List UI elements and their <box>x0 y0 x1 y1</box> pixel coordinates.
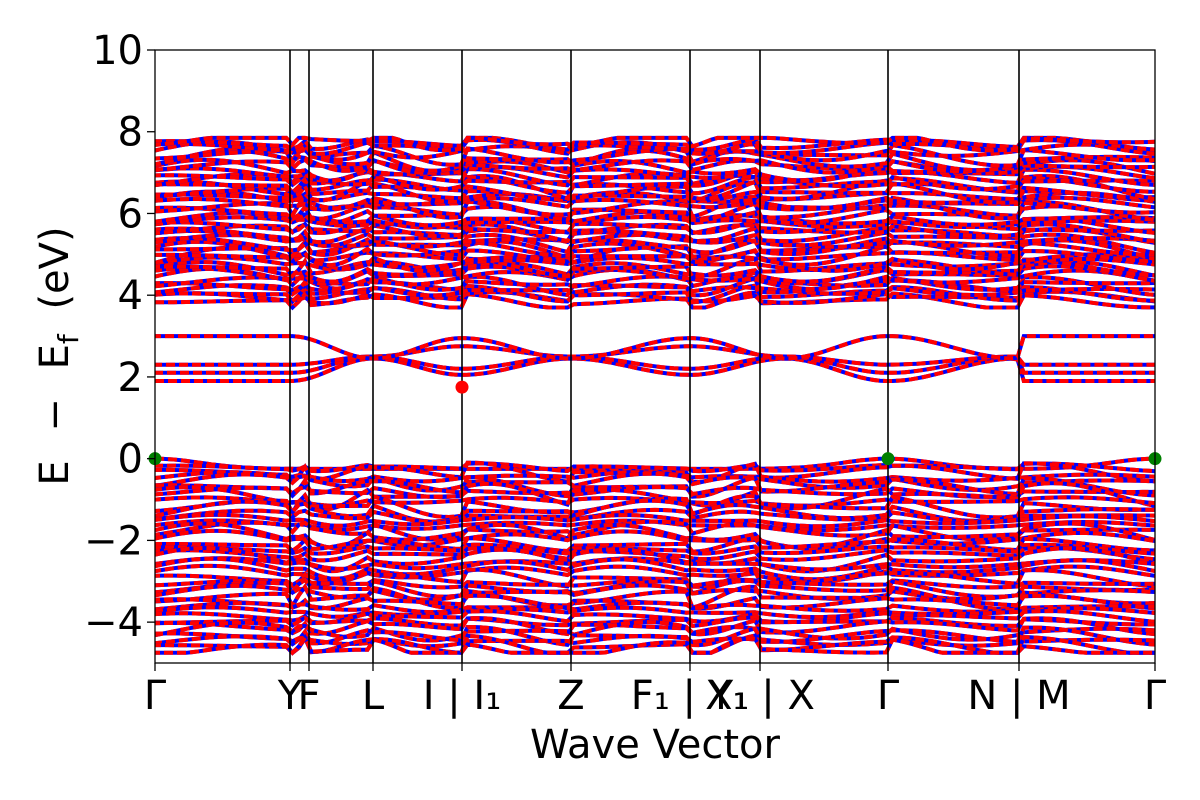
band-line-spin-up <box>155 512 1155 529</box>
band-line-spin-up <box>155 178 1155 205</box>
x-tick-label: Γ <box>144 673 167 719</box>
y-tick-label: 2 <box>118 355 143 401</box>
plot-frame <box>154 49 1156 664</box>
x-axis-label: Wave Vector <box>530 722 781 768</box>
band-line-spin-up <box>155 498 1155 524</box>
band-line-spin-up <box>155 556 1155 572</box>
band-line-spin-up <box>155 157 1155 183</box>
y-tick-label: 6 <box>118 191 143 237</box>
band-line-spin-up <box>155 139 1155 163</box>
band-line-spin-up <box>155 605 1155 620</box>
band-line-spin-up <box>155 536 1155 554</box>
band-line-spin-up <box>155 256 1155 279</box>
y-tick-label: −2 <box>84 518 143 564</box>
x-tick-label: X₁ | X <box>705 673 815 719</box>
band-line-spin-up <box>155 563 1155 584</box>
x-tick-label: Γ <box>1144 673 1167 719</box>
band-line-spin-up <box>155 193 1155 221</box>
x-tick-label: Y <box>277 673 303 719</box>
band-line-spin-up <box>155 238 1155 260</box>
band-line-spin-up <box>155 135 1155 152</box>
band-lines <box>155 135 1155 656</box>
band-line-spin-up <box>155 255 1155 272</box>
y-tick-label: −4 <box>84 600 143 646</box>
y-axis: −4 −2 0 2 4 6 8 10 <box>84 28 155 646</box>
x-tick-label: N | M <box>967 673 1070 719</box>
y-tick-label: 4 <box>118 273 143 319</box>
band-line-spin-up <box>155 556 1155 582</box>
y-tick-label: 0 <box>118 437 143 483</box>
y-tick-label: 8 <box>118 110 143 156</box>
y-label-subscript: f <box>52 333 85 344</box>
band-line-spin-up <box>155 633 1155 649</box>
x-tick-label: F <box>297 673 320 719</box>
band-line-spin-up <box>155 199 1155 223</box>
band-line-spin-up <box>155 135 1155 153</box>
band-line-spin-up <box>155 528 1155 551</box>
x-tick-label: Z <box>557 673 584 719</box>
x-tick-label: I | I₁ <box>423 673 502 719</box>
band-line-spin-up <box>155 583 1155 611</box>
band-line-spin-up <box>155 167 1155 188</box>
y-tick-label: 10 <box>92 28 143 74</box>
x-tick-label: F₁ | Y₁ <box>631 673 749 719</box>
band-line-spin-up <box>155 481 1155 512</box>
band-line-spin-up <box>155 545 1155 574</box>
y-axis-label: E − Ef (eV) <box>32 226 88 485</box>
band-line-spin-up <box>155 356 1155 383</box>
band-line-spin-up <box>155 470 1155 484</box>
cbm-marker <box>455 380 469 394</box>
band-line-spin-up <box>155 633 1155 656</box>
band-line-spin-up <box>155 148 1155 175</box>
vbm-marker <box>881 452 895 466</box>
band-line-spin-up <box>155 248 1155 264</box>
y-label-e2: E <box>32 344 78 369</box>
y-label-minus: − <box>32 398 78 432</box>
band-line-spin-up <box>155 620 1155 643</box>
x-tick-label: Γ <box>877 673 900 719</box>
band-line-spin-up <box>155 174 1155 203</box>
band-line-spin-up <box>155 334 1155 361</box>
x-tick-label: L <box>362 673 385 719</box>
band-line-spin-up <box>155 542 1155 556</box>
band-line-spin-up <box>155 616 1155 637</box>
band-line-spin-up <box>155 283 1155 305</box>
band-line-spin-up <box>155 519 1155 542</box>
y-label-unit: (eV) <box>32 226 78 309</box>
high-symmetry-lines <box>289 50 1020 663</box>
band-line-spin-up <box>155 577 1155 590</box>
band-line-spin-up <box>155 583 1155 602</box>
band-line-spin-up <box>155 264 1155 286</box>
band-line-spin-up <box>155 227 1155 248</box>
band-line-spin-up <box>155 491 1155 520</box>
band-line-spin-up <box>155 461 1155 474</box>
y-label-e: E <box>32 460 78 485</box>
svg-text:E − Ef (eV): E − Ef (eV) <box>32 226 88 485</box>
band-line-spin-up <box>155 222 1155 239</box>
